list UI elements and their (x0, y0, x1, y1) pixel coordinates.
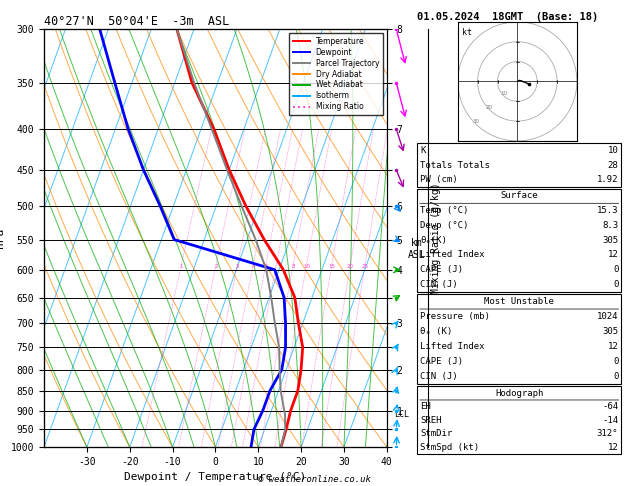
Text: Temp (°C): Temp (°C) (420, 206, 469, 215)
Text: StmSpd (kt): StmSpd (kt) (420, 443, 479, 452)
Text: StmDir: StmDir (420, 430, 452, 438)
Text: Hodograph: Hodograph (495, 389, 543, 398)
Text: 40°27'N  50°04'E  -3m  ASL: 40°27'N 50°04'E -3m ASL (44, 15, 230, 28)
Text: 8: 8 (292, 264, 295, 269)
Text: θₑ(K): θₑ(K) (420, 236, 447, 244)
Text: 305: 305 (602, 327, 618, 336)
Text: Lifted Index: Lifted Index (420, 342, 485, 351)
Text: Surface: Surface (501, 191, 538, 200)
Text: 12: 12 (608, 443, 618, 452)
Text: 4: 4 (252, 264, 255, 269)
Text: 20: 20 (486, 105, 493, 110)
Text: 1024: 1024 (597, 312, 618, 321)
Text: 0: 0 (613, 357, 618, 366)
Text: 1: 1 (180, 264, 183, 269)
Text: 20: 20 (347, 264, 354, 269)
X-axis label: Dewpoint / Temperature (°C): Dewpoint / Temperature (°C) (125, 472, 306, 483)
Text: Pressure (mb): Pressure (mb) (420, 312, 490, 321)
Text: 15: 15 (328, 264, 335, 269)
Text: 25: 25 (362, 264, 369, 269)
Text: 2: 2 (214, 264, 218, 269)
Text: -14: -14 (602, 416, 618, 425)
Text: Totals Totals: Totals Totals (420, 161, 490, 170)
Text: 01.05.2024  18GMT  (Base: 18): 01.05.2024 18GMT (Base: 18) (417, 12, 598, 22)
Text: 8.3: 8.3 (602, 221, 618, 230)
Text: 30: 30 (472, 119, 479, 124)
Text: © weatheronline.co.uk: © weatheronline.co.uk (258, 474, 371, 484)
Text: 12: 12 (608, 250, 618, 260)
Text: -64: -64 (602, 402, 618, 411)
Text: EH: EH (420, 402, 431, 411)
Text: Most Unstable: Most Unstable (484, 297, 554, 306)
Y-axis label: km
ASL: km ASL (408, 238, 425, 260)
Text: 0: 0 (613, 372, 618, 381)
Text: 312°: 312° (597, 430, 618, 438)
Text: SREH: SREH (420, 416, 442, 425)
Text: CIN (J): CIN (J) (420, 372, 458, 381)
Text: 1.92: 1.92 (597, 175, 618, 184)
Text: K: K (420, 146, 426, 155)
Text: CAPE (J): CAPE (J) (420, 357, 463, 366)
Text: 305: 305 (602, 236, 618, 244)
Text: 10: 10 (303, 264, 310, 269)
Legend: Temperature, Dewpoint, Parcel Trajectory, Dry Adiabat, Wet Adiabat, Isotherm, Mi: Temperature, Dewpoint, Parcel Trajectory… (289, 33, 383, 115)
Text: 3: 3 (236, 264, 240, 269)
Text: 5: 5 (264, 264, 268, 269)
Text: kt: kt (462, 28, 472, 37)
Text: θₑ (K): θₑ (K) (420, 327, 452, 336)
Text: 0: 0 (613, 280, 618, 289)
Text: 0: 0 (613, 265, 618, 274)
Text: CAPE (J): CAPE (J) (420, 265, 463, 274)
Text: 10: 10 (608, 146, 618, 155)
Text: Lifted Index: Lifted Index (420, 250, 485, 260)
Text: 12: 12 (608, 342, 618, 351)
Text: Dewp (°C): Dewp (°C) (420, 221, 469, 230)
Y-axis label: Mixing Ratio (g/kg): Mixing Ratio (g/kg) (431, 182, 441, 294)
Text: 28: 28 (608, 161, 618, 170)
Text: 10: 10 (500, 91, 507, 96)
Text: CIN (J): CIN (J) (420, 280, 458, 289)
Text: LCL: LCL (394, 410, 409, 419)
Text: 15.3: 15.3 (597, 206, 618, 215)
Y-axis label: hPa: hPa (0, 228, 5, 248)
Text: PW (cm): PW (cm) (420, 175, 458, 184)
